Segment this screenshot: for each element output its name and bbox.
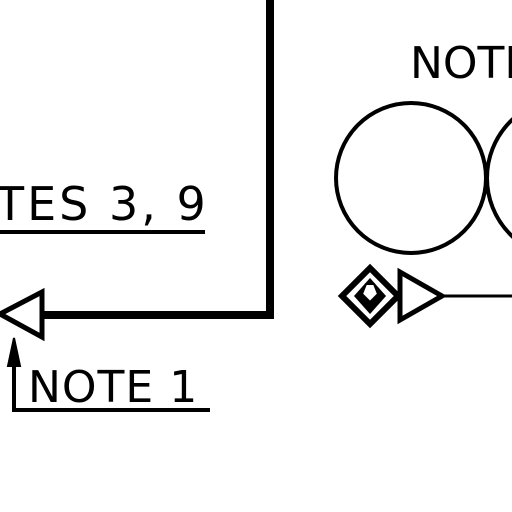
arrowhead-up-icon: [6, 337, 22, 367]
open-triangle-right-icon: [397, 267, 448, 325]
note1-leader-line: [12, 360, 210, 412]
diamond-valve-icon: [337, 263, 403, 329]
main-pipe-line: [40, 0, 274, 319]
open-triangle-left-icon: [0, 287, 45, 342]
instrument-circle-right: [485, 117, 512, 239]
instrument-circle-left: [334, 101, 488, 255]
notes-top-label: NOTE: [410, 38, 512, 89]
notes-3-9-label: TES 3, 9: [0, 177, 209, 231]
note-1-label: NOTE 1: [28, 362, 198, 413]
